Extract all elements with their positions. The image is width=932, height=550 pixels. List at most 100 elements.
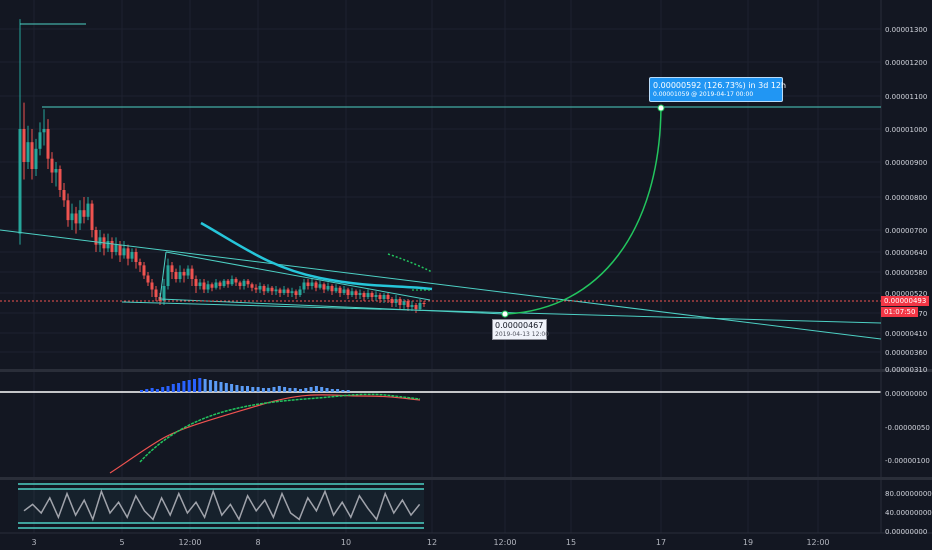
candle-body xyxy=(98,237,102,245)
macd-bar xyxy=(330,389,334,392)
macd-bar xyxy=(346,390,350,392)
macd-signal xyxy=(109,394,421,474)
macd-bar xyxy=(256,387,260,392)
countdown-badge: 01:07:50 xyxy=(881,307,919,317)
macd-bar xyxy=(341,390,345,392)
candle-body xyxy=(378,295,382,299)
macd-bar xyxy=(261,388,265,392)
candle-body xyxy=(382,295,386,299)
price-tick-label: 0.00001200 xyxy=(885,59,927,67)
candle-body xyxy=(270,287,274,292)
candle-body xyxy=(62,190,66,201)
pane-separator-1 xyxy=(0,369,932,372)
price-tick-label: 0.00000410 xyxy=(885,330,927,338)
price-tick-label: 0.00001000 xyxy=(885,126,927,134)
candle-body xyxy=(422,303,426,304)
candle-body xyxy=(74,213,78,224)
osc-tick-label: -0.00000100 xyxy=(885,457,930,465)
candle-body xyxy=(178,272,182,279)
candle-body xyxy=(22,129,26,162)
candle-body xyxy=(30,142,34,169)
candle-body xyxy=(70,213,74,221)
macd-bar xyxy=(193,379,196,392)
candle-body xyxy=(186,268,190,276)
macd-bar xyxy=(161,387,165,392)
candle-body xyxy=(262,286,266,292)
price-tick-label: 0.00000640 xyxy=(885,249,927,257)
candle-body xyxy=(166,265,170,286)
stoch-band-fill xyxy=(18,489,424,523)
candle-body xyxy=(238,282,242,286)
candle-body xyxy=(114,244,118,252)
candle-body xyxy=(286,289,290,293)
candle-body xyxy=(294,291,298,295)
candle-body xyxy=(50,158,54,173)
candle-body xyxy=(234,279,238,283)
macd-bar xyxy=(246,386,249,392)
candle-body xyxy=(154,289,158,297)
candle-body xyxy=(410,305,414,307)
stoch-tick-label: 0.00000000 xyxy=(885,528,927,536)
stoch-tick-label: 40.00000000 xyxy=(885,509,932,517)
candle-body xyxy=(94,230,98,245)
macd-bar xyxy=(198,378,202,392)
macd-bar xyxy=(208,380,212,392)
macd-bar xyxy=(187,380,191,392)
macd-bar xyxy=(224,383,228,392)
candle-body xyxy=(130,252,134,259)
candle-body xyxy=(170,265,174,272)
dotted-projection-small xyxy=(387,253,433,273)
candle-body xyxy=(350,291,354,295)
macd-bar xyxy=(283,387,287,392)
candle-body xyxy=(278,289,282,293)
macd-bar xyxy=(155,389,159,392)
candle-body xyxy=(346,289,350,295)
candle-body xyxy=(418,303,422,309)
pane-separator-2 xyxy=(0,477,932,480)
candle-body xyxy=(66,200,70,221)
candle-body xyxy=(146,275,150,283)
macd-bar xyxy=(272,387,276,392)
candle-body xyxy=(338,287,342,293)
time-tick-label: 17 xyxy=(656,538,666,547)
candle-body xyxy=(374,295,378,297)
candle-body xyxy=(54,169,58,173)
candle-body xyxy=(222,280,226,286)
candle-body xyxy=(78,210,82,224)
candle-body xyxy=(46,129,50,159)
macd-bar xyxy=(219,382,223,392)
projection-target-point xyxy=(657,104,665,112)
candle-body xyxy=(182,272,186,276)
time-tick-label: 12:00 xyxy=(178,538,201,547)
macd-bar xyxy=(304,388,308,392)
candle-body xyxy=(42,129,46,133)
candle-body xyxy=(142,265,146,276)
trendline-long xyxy=(0,229,882,340)
candle-body xyxy=(242,280,246,286)
time-tick-label: 12:00 xyxy=(806,538,829,547)
macd-pane xyxy=(109,378,421,474)
anchor-point-label[interactable]: 0.00000467 2019-04-13 12:00 xyxy=(492,319,549,340)
axes: 0.00001300 0.00001200 0.00001100 0.00001000… xyxy=(31,26,931,547)
candle-body xyxy=(90,203,94,230)
macd-bar xyxy=(171,384,175,392)
projection-callout[interactable]: 0.00000592 (126.73%) in 3d 12h 0.0000105… xyxy=(649,77,786,102)
time-tick-label: 12 xyxy=(427,538,437,547)
price-tick-label: 0.00000520 xyxy=(885,290,927,298)
stochastic-pane xyxy=(18,483,424,529)
drawings[interactable] xyxy=(0,23,882,340)
macd-bar xyxy=(288,388,292,392)
candle-body xyxy=(34,148,38,169)
projection-anchor-point xyxy=(501,310,509,318)
candle-body xyxy=(354,291,358,295)
candle-body xyxy=(370,293,374,297)
candle-body xyxy=(82,210,86,217)
candle-body xyxy=(18,129,22,234)
macd-bar xyxy=(314,386,318,392)
price-tick-label: 0.00001100 xyxy=(885,93,927,101)
osc-tick-label: -0.00000050 xyxy=(885,424,930,432)
candle-body xyxy=(282,289,286,293)
candle-body xyxy=(206,284,210,290)
